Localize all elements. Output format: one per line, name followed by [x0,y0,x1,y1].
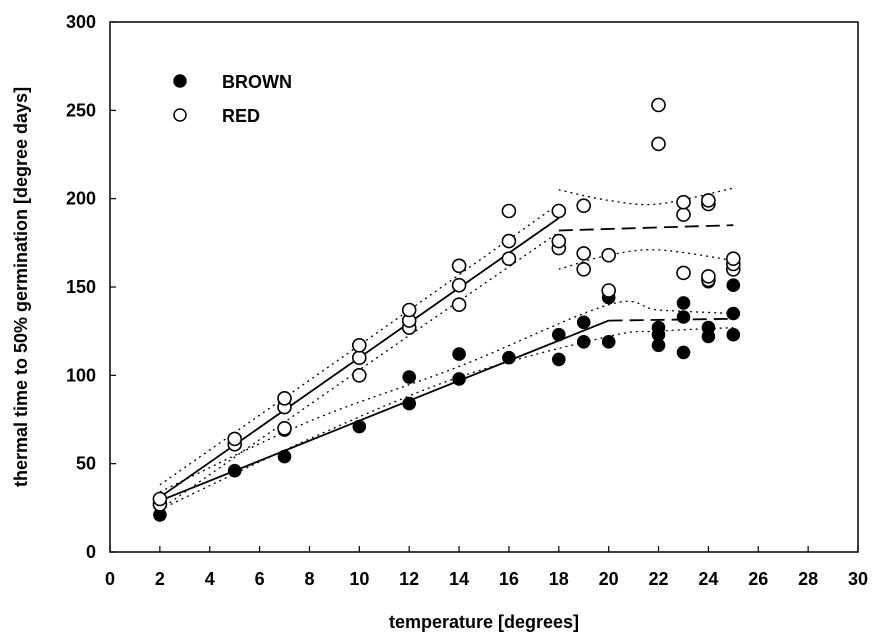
brown-point [701,320,716,335]
y-axis-ticks: 0 50 100 150 200 250 300 [66,12,116,562]
red-point [401,302,417,318]
red-point [351,367,367,383]
red-point [725,251,741,267]
x-tick-label: 8 [304,569,314,589]
brown-point [726,306,741,321]
x-axis-ticks: 0 2 4 6 8 10 12 14 16 18 20 22 24 26 28 30 [105,546,868,589]
red-point [651,97,666,113]
brown-point [502,350,516,365]
plot-area [159,187,734,511]
data-markers [152,97,741,522]
brown-point [352,419,367,434]
brown-point [402,396,417,411]
legend-marker-brown [173,74,187,88]
brown-point [676,296,691,310]
brown-point [551,327,566,342]
brown-point [277,449,292,464]
x-tick-label: 18 [549,569,569,589]
x-tick-label: 16 [499,569,519,589]
brown-point [726,327,741,342]
x-tick-label: 20 [599,569,619,589]
brown-point [601,334,616,349]
red-point [227,431,242,447]
x-tick-label: 26 [748,569,768,589]
red-point [576,198,592,213]
red-point [701,193,716,208]
red-point [551,203,567,219]
red-point [601,283,617,298]
legend-label-brown: BROWN [222,72,292,92]
legend: BROWN RED [173,72,292,126]
red-point [152,491,168,507]
brown-point [676,345,691,360]
red-point [676,194,691,210]
brown-fit-line [159,319,610,502]
x-tick-label: 28 [798,569,818,589]
red-point [576,246,592,261]
x-tick-label: 14 [449,569,469,589]
red-plateau-line [558,224,734,232]
brown-point [551,352,566,367]
red-point [501,233,517,249]
brown-point [227,463,242,478]
brown-point [576,315,591,330]
brown-point [452,372,466,386]
red-point [651,136,666,152]
red-plateau-ci-upper [558,187,734,206]
brown-point [576,334,591,349]
red-point [277,420,292,436]
legend-label-red: RED [222,106,260,126]
red-point [351,350,367,366]
legend-marker-red [173,108,187,122]
brown-point [452,347,466,361]
brown-point [726,278,741,293]
y-tick-label: 50 [76,454,96,474]
red-point [501,251,517,267]
red-point [501,203,517,219]
red-point [676,207,691,222]
y-axis-label: thermal time to 50% germination [degree … [11,87,31,487]
brown-point [651,320,666,335]
red-point [576,261,592,277]
red-point [551,233,567,249]
y-tick-label: 150 [66,277,96,297]
y-tick-label: 200 [66,189,96,209]
red-point [701,269,716,284]
x-tick-label: 10 [349,569,369,589]
red-point [277,390,292,406]
brown-plateau-line [608,317,734,322]
x-tick-label: 4 [205,569,215,589]
brown-point [676,310,691,324]
red-plateau-ci-lower [558,249,734,270]
red-point [351,337,367,353]
x-tick-label: 2 [155,569,165,589]
x-tick-label: 24 [698,569,718,589]
y-tick-label: 250 [66,100,96,120]
y-tick-label: 0 [86,542,96,562]
y-tick-label: 100 [66,365,96,385]
brown-ci-upper [159,300,734,493]
brown-point [402,370,417,384]
x-tick-label: 30 [848,569,868,589]
brown-ci-lower [159,326,734,511]
red-point [451,258,467,274]
x-tick-label: 22 [649,569,669,589]
red-point [676,265,691,281]
y-tick-label: 300 [66,12,96,32]
red-point [451,297,467,313]
x-tick-label: 6 [255,569,265,589]
x-tick-label: 12 [399,569,419,589]
x-axis-label: temperature [degrees] [389,612,579,632]
red-point [451,277,467,293]
x-tick-label: 0 [105,569,115,589]
red-point [601,247,617,263]
plot-frame [109,21,859,553]
